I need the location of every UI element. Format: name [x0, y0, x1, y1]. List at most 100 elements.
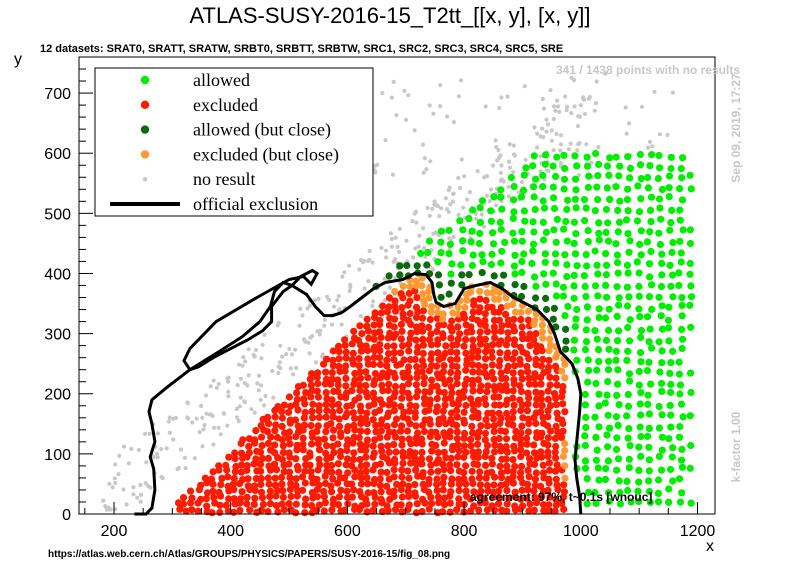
- allowed-point: [635, 208, 644, 216]
- excluded-point: [537, 482, 545, 490]
- allowed-point: [637, 333, 645, 341]
- allowed-point: [593, 446, 601, 454]
- no-result-point: [164, 446, 169, 451]
- allowed-point: [637, 411, 645, 419]
- no-result-point: [582, 111, 588, 117]
- no-result-point: [208, 384, 213, 389]
- allowed-point: [584, 227, 592, 235]
- excluded-point: [258, 454, 267, 462]
- allowed-point: [582, 204, 590, 212]
- excluded-point: [495, 393, 503, 401]
- allowed-point: [594, 292, 602, 300]
- excluded-point: [412, 393, 421, 401]
- allowed-point: [437, 249, 445, 257]
- allowed-point: [667, 153, 675, 161]
- excluded-point: [257, 467, 265, 475]
- allowed-point: [476, 204, 484, 212]
- no-result-point: [336, 293, 341, 299]
- excluded-point: [497, 469, 506, 477]
- excluded-point: [462, 462, 470, 470]
- excluded-point: [413, 348, 421, 356]
- allowed-point: [518, 228, 526, 236]
- allowed-point: [553, 215, 562, 223]
- excluded-point: [462, 366, 470, 374]
- no-result-point: [185, 400, 190, 405]
- excluded-point: [376, 347, 384, 355]
- excluded-point: [252, 427, 260, 435]
- excluded-point: [475, 368, 483, 376]
- excluded-point: [488, 361, 496, 369]
- allowed-point: [657, 312, 665, 320]
- no-result-point: [294, 365, 299, 371]
- allowed-point: [623, 302, 632, 310]
- allowed-point: [581, 464, 590, 472]
- excluded-point: [285, 449, 293, 457]
- no-result-point: [498, 170, 503, 175]
- excluded-point: [320, 435, 328, 443]
- excluded-point: [355, 355, 363, 363]
- excluded-point: [370, 400, 378, 408]
- excluded-point: [300, 395, 308, 403]
- excluded-point: [428, 350, 436, 358]
- allowed-point: [582, 413, 590, 421]
- allowed-point: [636, 161, 645, 169]
- no-result-point: [383, 138, 388, 143]
- allowed-point: [612, 413, 621, 421]
- allowed-point: [595, 313, 603, 322]
- excluded-point: [517, 429, 525, 437]
- excluded-close-point: [476, 287, 484, 295]
- allowed-point: [583, 153, 591, 161]
- excluded-point: [390, 421, 399, 429]
- allowed-close-point: [550, 304, 559, 312]
- excluded-point: [448, 475, 456, 483]
- excluded-point: [244, 482, 252, 490]
- excluded-point: [390, 407, 398, 415]
- excluded-close-point: [538, 328, 546, 336]
- no-result-point: [312, 298, 317, 303]
- no-result-point: [438, 104, 443, 109]
- excluded-point: [225, 453, 233, 461]
- excluded-point: [376, 460, 385, 468]
- excluded-point: [462, 401, 470, 410]
- excluded-point: [462, 448, 470, 456]
- excluded-point: [237, 495, 245, 503]
- no-result-point: [544, 129, 549, 134]
- excluded-point: [257, 422, 265, 430]
- excluded-point: [398, 327, 406, 335]
- excluded-close-point: [561, 360, 569, 368]
- excluded-point: [321, 499, 329, 507]
- allowed-point: [637, 227, 645, 235]
- allowed-point: [678, 463, 687, 471]
- excluded-point: [516, 446, 525, 454]
- excluded-point: [176, 505, 184, 513]
- excluded-point: [302, 495, 310, 503]
- allowed-point: [627, 498, 635, 506]
- excluded-point: [285, 460, 293, 468]
- allowed-point: [602, 336, 611, 344]
- excluded-point: [481, 461, 490, 469]
- excluded-close-point: [545, 347, 553, 355]
- excluded-point: [412, 381, 420, 389]
- no-result-point: [624, 131, 629, 136]
- excluded-point: [188, 506, 196, 514]
- legend-label: allowed (but close): [193, 120, 331, 141]
- no-result-point: [357, 267, 362, 272]
- allowed-point: [679, 413, 687, 421]
- excluded-point: [425, 406, 433, 414]
- allowed-point: [501, 238, 509, 246]
- excluded-point: [271, 474, 279, 482]
- excluded-point: [474, 347, 482, 355]
- excluded-point: [454, 453, 462, 461]
- no-result-point: [391, 79, 396, 84]
- excluded-point: [334, 400, 342, 408]
- excluded-point: [481, 495, 489, 503]
- excluded-point: [545, 363, 553, 371]
- allowed-point: [623, 356, 631, 364]
- excluded-point: [447, 334, 455, 342]
- allowed-point: [655, 338, 663, 346]
- excluded-point: [481, 395, 489, 403]
- excluded-point: [364, 355, 372, 363]
- allowed-point: [657, 215, 665, 223]
- excluded-point: [561, 408, 569, 416]
- allowed-point: [580, 196, 589, 204]
